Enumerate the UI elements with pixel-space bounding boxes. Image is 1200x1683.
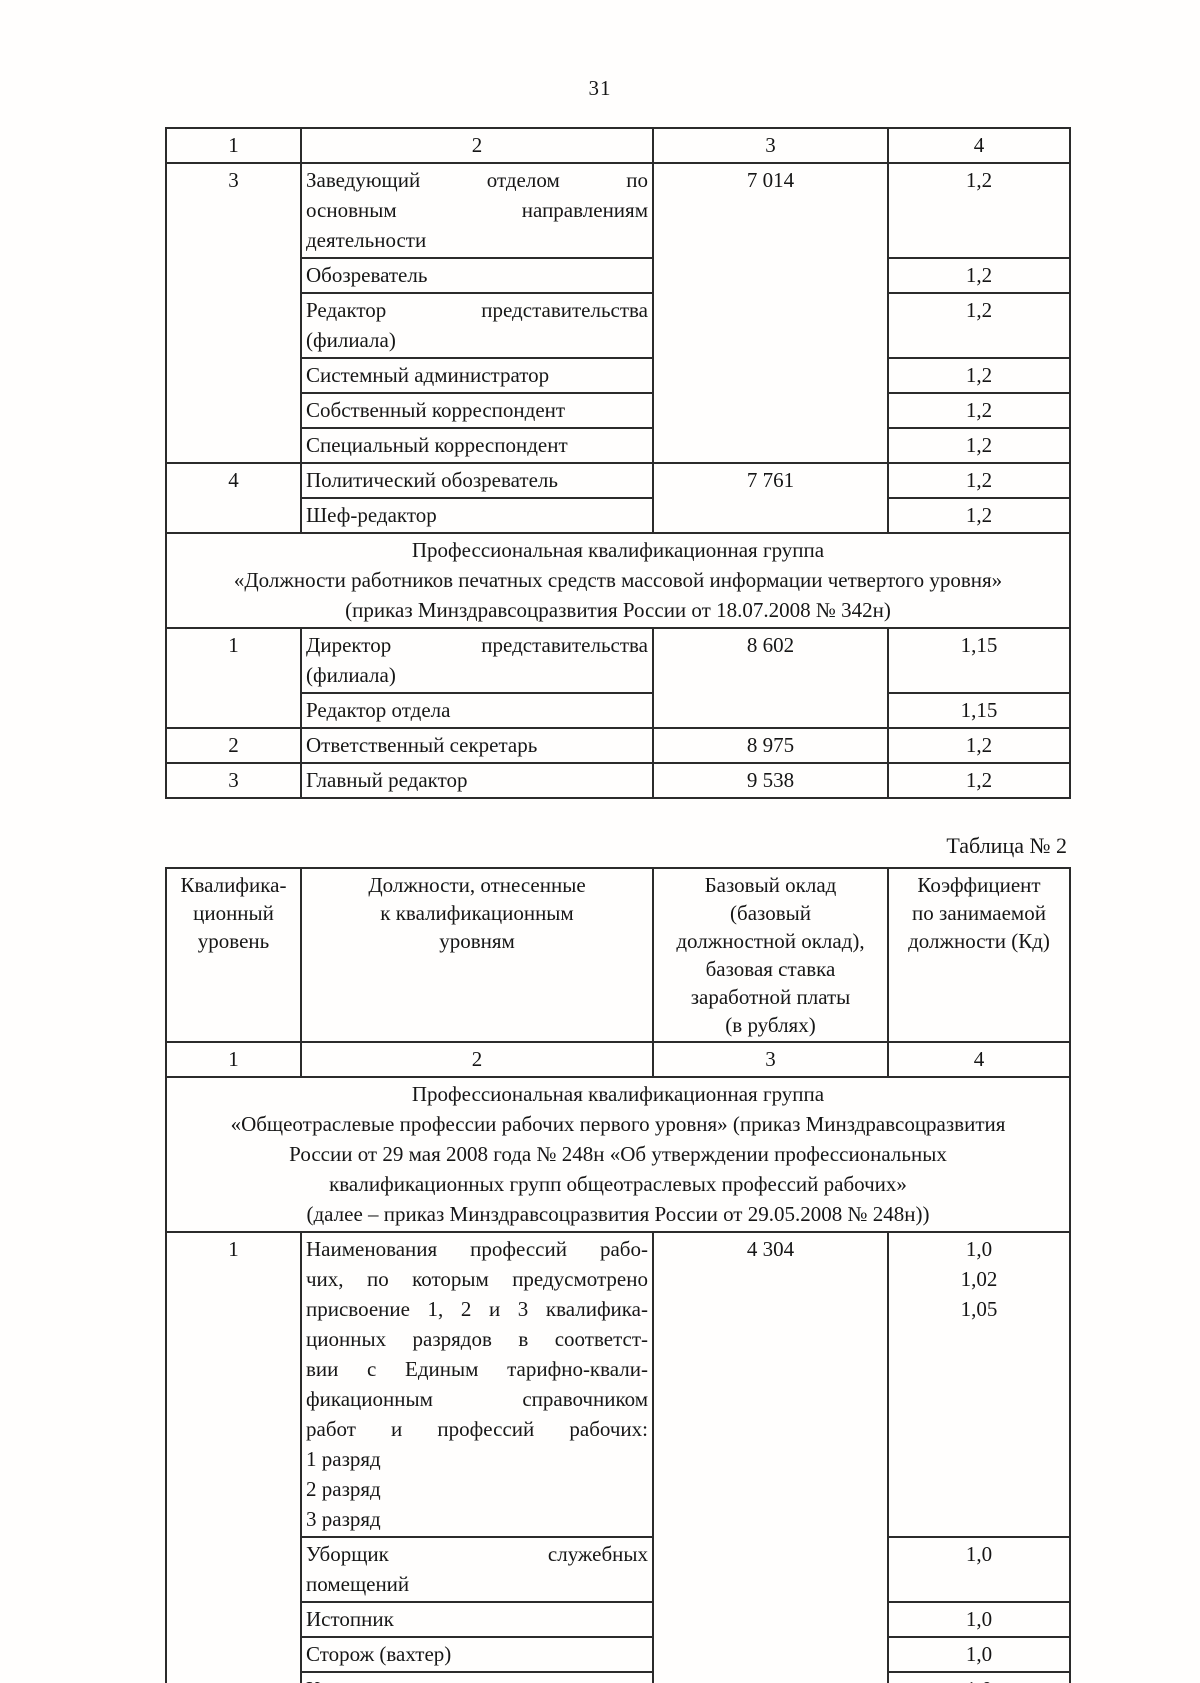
table-row: Специальный корреспондент 1,2	[166, 427, 1071, 464]
group-header-row: Профессиональная квалификационная группа…	[165, 532, 1071, 629]
table-row: 3 Главный редактор 9 538 1,2	[165, 762, 1071, 799]
group-header-cell: Профессиональная квалификационная группа…	[165, 1076, 1071, 1233]
coef-cell: 1,0	[887, 1636, 1071, 1673]
position-cell: Уборщик служебных помещений	[300, 1536, 654, 1603]
coef-cell: 1,0	[887, 1536, 1071, 1603]
table-row: 1 Директор представительства (филиала) 8…	[165, 627, 1071, 729]
group-header-cell: Профессиональная квалификационная группа…	[165, 532, 1071, 629]
position-cell: Главный редактор	[300, 762, 654, 799]
column-number-cell: 1	[165, 1041, 302, 1078]
level-cell: 3	[165, 762, 302, 799]
column-numbers-row: 1 2 3 4	[165, 1041, 1071, 1078]
table-row: Истопник 1,0	[166, 1601, 1071, 1638]
column-numbers-row: 1 2 3 4	[165, 127, 1071, 164]
salary-cell: 8 975	[652, 727, 889, 764]
table-row: 2 Ответственный секретарь 8 975 1,2	[165, 727, 1071, 764]
position-cell: Заведующий отделом по основным направлен…	[300, 162, 654, 259]
table-row: 1 Наименования профессий рабо- чих, по к…	[165, 1231, 1071, 1683]
coef-cell: 1,2	[887, 257, 1071, 294]
table-row: 3 Заведующий отделом по основным направл…	[165, 162, 1071, 464]
coef-cell: 1,15	[887, 692, 1071, 729]
position-cell: Редактор представительства (филиала)	[300, 292, 654, 359]
grades-list: 1 разряд 2 разряд 3 разряд	[306, 1447, 381, 1531]
position-cell: Собственный корреспондент	[300, 392, 654, 429]
coef-cell: 1,0	[887, 1671, 1071, 1683]
column-number-cell: 3	[652, 127, 889, 164]
salary-cell: 7 761	[652, 462, 889, 534]
qualification-table-2: Квалифика- ционный уровень Должности, от…	[165, 867, 1071, 1683]
column-number-cell: 1	[165, 127, 302, 164]
coef-cell: 1,2	[887, 292, 1071, 359]
page-number: 31	[588, 76, 612, 100]
position-cell: Специальный корреспондент	[300, 427, 654, 464]
salary-cell: 8 602	[652, 627, 889, 729]
table2-caption: Таблица № 2	[946, 833, 1067, 858]
table-row: Сторож (вахтер) 1,0	[166, 1636, 1071, 1673]
worker-professions-text: Наименования профессий рабо- чих, по кот…	[306, 1237, 648, 1441]
salary-table-continued: 1 2 3 4 3 Заведующий отделом по основным…	[165, 127, 1071, 799]
coef-cell: 1,0	[887, 1601, 1071, 1638]
page-content: 1 2 3 4 3 Заведующий отделом по основным…	[165, 127, 1071, 1683]
table-row: Редактор представительства (филиала) 1,2	[166, 292, 1071, 359]
column-number-cell: 2	[300, 1041, 654, 1078]
table-row: Шеф-редактор 1,2	[166, 497, 1071, 534]
position-cell: Истопник	[300, 1601, 654, 1638]
level-cell: 1	[165, 1231, 302, 1683]
position-cell: Ответственный секретарь	[300, 727, 654, 764]
coef-cell: 1,2	[887, 727, 1071, 764]
coef-cell: 1,2	[887, 392, 1071, 429]
table-row: Обозреватель 1,2	[166, 257, 1071, 294]
coef-cell: 1,2	[887, 357, 1071, 394]
position-cell: Сторож (вахтер)	[300, 1636, 654, 1673]
column-number-cell: 2	[300, 127, 654, 164]
table-row: Собственный корреспондент 1,2	[166, 392, 1071, 429]
level-cell: 1	[165, 627, 302, 729]
position-cell: Системный администратор	[300, 357, 654, 394]
level-cell: 3	[165, 162, 302, 464]
column-number-cell: 4	[887, 127, 1071, 164]
coef-cell: 1,2	[887, 762, 1071, 799]
grade-coef-cell: 1,0 1,02 1,05	[887, 1231, 1071, 1538]
position-cell: Директор представительства (филиала)	[300, 627, 654, 694]
header-row: Квалифика- ционный уровень Должности, от…	[165, 867, 1071, 1043]
header-cell-coef: Коэффициент по занимаемой должности (Кд)	[887, 867, 1071, 1043]
coef-cell: 1,2	[887, 162, 1071, 259]
coef-cell: 1,15	[887, 627, 1071, 694]
table-row: Системный администратор 1,2	[166, 357, 1071, 394]
position-cell: Наименования профессий рабо- чих, по кот…	[300, 1231, 654, 1538]
position-cell: Курьер	[300, 1671, 654, 1683]
table-row: 4 Политический обозреватель 7 761 1,2	[165, 462, 1071, 534]
table-row: Курьер 1,0	[166, 1671, 1071, 1683]
salary-cell: 4 304	[652, 1231, 889, 1683]
salary-cell: 7 014	[652, 162, 889, 464]
level-cell: 2	[165, 727, 302, 764]
position-cell: Политический обозреватель	[300, 462, 654, 499]
header-cell-positions: Должности, отнесенные к квалификационным…	[300, 867, 654, 1043]
level-cell: 4	[165, 462, 302, 534]
position-cell: Редактор отдела	[300, 692, 654, 729]
column-number-cell: 4	[887, 1041, 1071, 1078]
salary-cell: 9 538	[652, 762, 889, 799]
coef-cell: 1,2	[887, 462, 1071, 499]
coef-cell: 1,2	[887, 497, 1071, 534]
group-header-row: Профессиональная квалификационная группа…	[165, 1076, 1071, 1233]
header-cell-level: Квалифика- ционный уровень	[165, 867, 302, 1043]
table-row: Уборщик служебных помещений 1,0	[166, 1536, 1071, 1603]
position-cell: Шеф-редактор	[300, 497, 654, 534]
table-row: Редактор отдела 1,15	[166, 692, 1071, 729]
header-cell-salary: Базовый оклад (базовый должностной оклад…	[652, 867, 889, 1043]
coef-cell: 1,2	[887, 427, 1071, 464]
column-number-cell: 3	[652, 1041, 889, 1078]
position-cell: Обозреватель	[300, 257, 654, 294]
